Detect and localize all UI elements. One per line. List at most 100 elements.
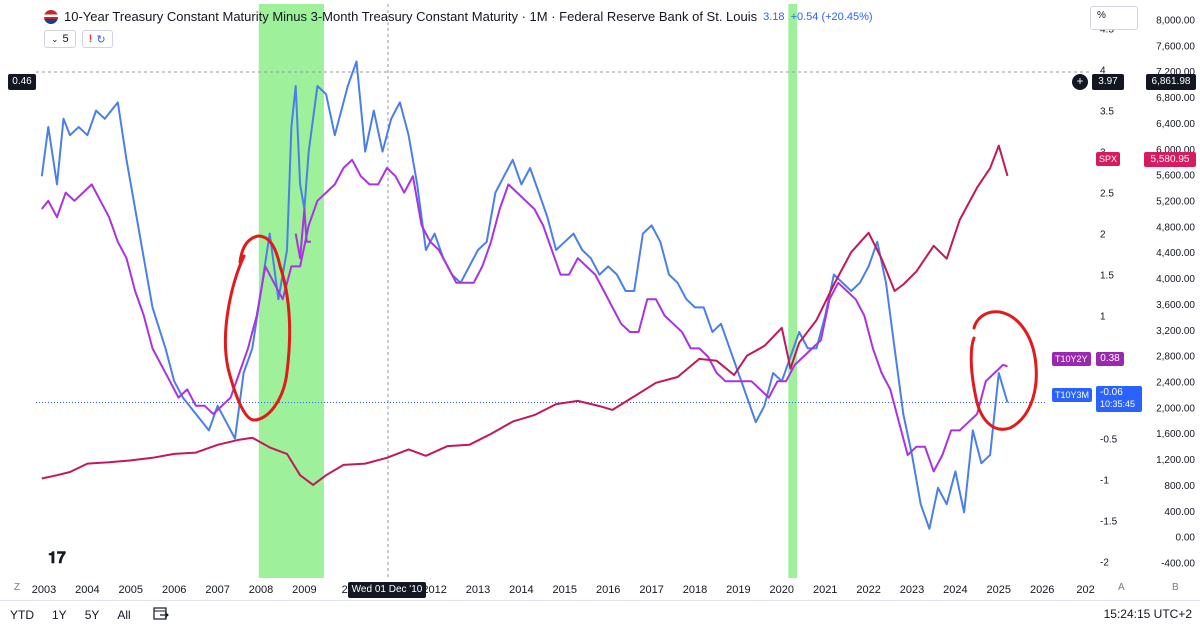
series-line-t10y2y[interactable] [41,158,1008,473]
y-left-tick-6: 1.5 [1100,271,1114,282]
y-right-tick-4: 6,400.00 [1156,119,1195,130]
x-tick-13: 2016 [596,584,620,596]
annotation-circle-2008 [223,234,292,422]
x-tick-22: 2025 [987,584,1011,596]
y-left-tick-13: -2 [1100,558,1109,569]
spx-value-label: 5,580.95 [1144,152,1196,167]
interval-value: 5 [62,33,69,45]
range-ytd[interactable]: YTD [10,607,34,622]
x-tick-18: 2021 [813,584,837,596]
y-right-tick-12: 3,200.00 [1156,326,1195,337]
cycle-icon: ↻ [96,33,106,46]
recession-band-0 [258,4,324,578]
alert-icon: ! [88,33,93,45]
x-tick-15: 2018 [683,584,707,596]
y-right-tick-20: 0.00 [1176,533,1196,544]
y-left-tick-12: -1.5 [1100,517,1118,528]
y-right-tick-2: 7,200.00 [1156,67,1195,78]
range-1y[interactable]: 1Y [52,607,67,622]
axis-unit-label: % [1097,10,1106,21]
chart-header: 10-Year Treasury Constant Maturity Minus… [44,9,873,24]
x-tick-23: 2026 [1030,584,1054,596]
y-left-tick-7: 1 [1100,312,1106,323]
range-all[interactable]: All [117,607,131,622]
series-line-t10y3m[interactable] [40,60,1009,530]
t10y3m-timer-label: 10:35:45 [1100,399,1136,409]
x-tick-14: 2017 [639,584,663,596]
series-value: 3.18 [763,10,785,23]
y-right-tick-21: -400.00 [1161,558,1195,569]
y-right-tick-3: 6,800.00 [1156,93,1195,104]
annotation-circle-2025 [969,310,1038,431]
us-flag-icon [44,9,58,24]
t10y3m-value-label: -0.06 [1100,387,1123,398]
y-right-tick-15: 2,000.00 [1156,403,1195,414]
y-right-tick-10: 4,000.00 [1156,274,1195,285]
x-tick-10: 2013 [466,584,490,596]
series-line-t10y2y-overlay[interactable] [294,208,311,260]
status-chip[interactable]: ! ↻ [81,30,113,48]
x-tick-24: 202 [1076,584,1094,596]
y-left-tick-4: 2.5 [1100,189,1114,200]
t10y2y-name-label: T10Y2Y [1052,352,1091,366]
x-tick-21: 2024 [943,584,967,596]
y-left-tick-5: 2 [1100,230,1106,241]
range-5y[interactable]: 5Y [84,607,100,622]
y-right-tick-9: 4,400.00 [1156,248,1195,259]
x-tick-17: 2020 [770,584,794,596]
y-right-tick-18: 800.00 [1164,481,1195,492]
y-right-tick-7: 5,200.00 [1156,197,1195,208]
tradingview-logo[interactable]: 𝟏𝟕 [48,550,66,567]
series-line-spx[interactable] [41,144,1009,486]
x-tick-0: 2003 [32,584,56,596]
y-right-tick-13: 2,800.00 [1156,352,1195,363]
x-tick-1: 2004 [75,584,99,596]
crosshair-left-label: 0.46 [8,74,36,90]
crosshair-right-value: 3.97 [1092,74,1124,90]
series-change: +0.54 (+20.45%) [790,10,873,23]
bottom-toolbar: YTD 1Y 5Y All 15:24:15 UTC+2 [0,600,1200,628]
calendar-goto-icon[interactable] [153,606,169,623]
y-left-tick-10: -0.5 [1100,435,1118,446]
axis-mode-a[interactable]: A [1118,582,1125,593]
x-tick-12: 2015 [553,584,577,596]
y-left-tick-1: 4 [1100,66,1106,77]
y-right-tick-8: 4,800.00 [1156,222,1195,233]
y-right-tick-11: 3,600.00 [1156,300,1195,311]
y-left-tick-2: 3.5 [1100,107,1114,118]
y-right-tick-0: 8,000.00 [1156,16,1195,27]
y-left-tick-0: 4.5 [1100,25,1114,36]
y-right-tick-14: 2,400.00 [1156,377,1195,388]
axis-mode-z[interactable]: Z [14,582,21,593]
x-tick-20: 2023 [900,584,924,596]
chevron-down-icon: ⌄ [51,33,59,44]
y-right-tick-16: 1,600.00 [1156,429,1195,440]
crosshair-add-icon[interactable]: + [1072,74,1088,90]
y-right-tick-1: 7,600.00 [1156,41,1195,52]
interval-chip[interactable]: ⌄ 5 [44,30,76,48]
x-tick-4: 2007 [205,584,229,596]
x-tick-3: 2006 [162,584,186,596]
t10y3m-value-box: -0.06 10:35:45 [1096,386,1142,412]
y-right-tick-6: 5,600.00 [1156,171,1195,182]
x-tick-6: 2009 [292,584,316,596]
axis-mode-b[interactable]: B [1172,582,1179,593]
x-tick-5: 2008 [249,584,273,596]
clock-time[interactable]: 15:24:15 UTC+2 [1103,607,1192,621]
t10y3m-name-label: T10Y3M [1052,388,1093,402]
y-right-tick-5: 6,000.00 [1156,145,1195,156]
x-tick-16: 2019 [726,584,750,596]
t10y2y-value-label: 0.38 [1096,352,1124,366]
y-left-tick-11: -1 [1100,476,1109,487]
x-tick-9: 2012 [422,584,446,596]
y-right-tick-17: 1,200.00 [1156,455,1195,466]
x-tick-2: 2005 [119,584,143,596]
series-title[interactable]: 10-Year Treasury Constant Maturity Minus… [64,9,758,24]
crosshair-right-price: 6,861.98 [1146,74,1196,90]
recession-band-1 [788,4,797,578]
crosshair-date-label: Wed 01 Dec '10 [348,582,426,598]
y-right-tick-19: 400.00 [1164,507,1195,518]
spx-name-label: SPX [1096,152,1121,166]
axis-unit-box[interactable]: % [1090,6,1138,30]
